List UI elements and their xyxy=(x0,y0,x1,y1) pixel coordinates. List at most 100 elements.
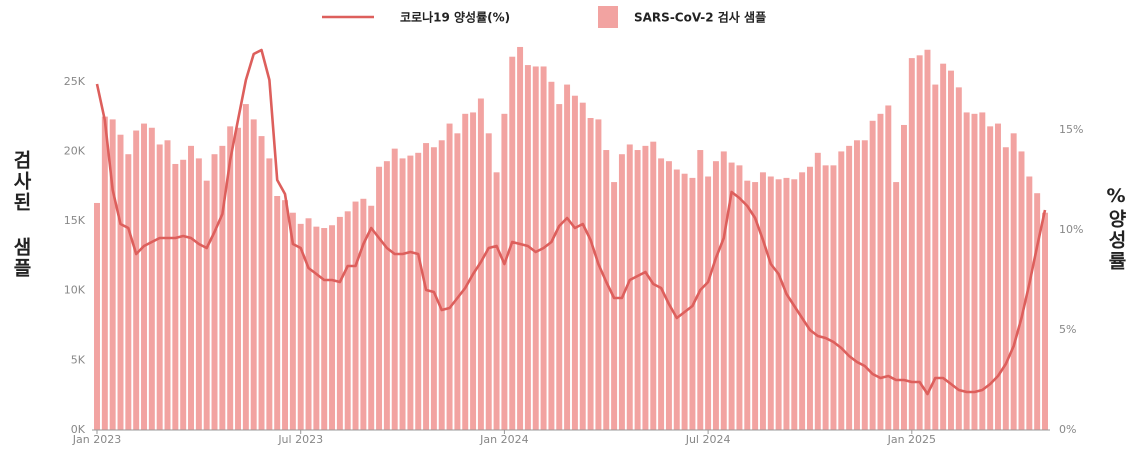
y-tick-label: 15K xyxy=(64,214,86,227)
bar xyxy=(720,151,727,430)
bar xyxy=(814,152,821,431)
bar xyxy=(156,144,163,430)
bar xyxy=(282,200,289,430)
y-tick-label: 5K xyxy=(71,353,86,366)
y2-axis-title: %양성률 xyxy=(1105,185,1127,272)
bar xyxy=(329,225,336,430)
bar xyxy=(501,113,508,431)
bar xyxy=(289,212,296,430)
bar xyxy=(971,113,978,431)
line xyxy=(95,48,1047,396)
bar xyxy=(626,144,633,430)
x-tick-label: Jan 2024 xyxy=(479,433,528,446)
bar xyxy=(846,145,853,430)
bar xyxy=(164,140,171,431)
bar xyxy=(1002,147,1009,430)
bar xyxy=(759,172,766,431)
bar xyxy=(579,102,586,430)
bar xyxy=(822,165,829,430)
bar xyxy=(336,216,343,430)
bar xyxy=(595,119,602,431)
bar xyxy=(517,46,524,430)
bar xyxy=(352,201,359,430)
bar xyxy=(266,158,273,430)
bar xyxy=(571,95,578,430)
bar xyxy=(250,119,257,431)
bar xyxy=(877,113,884,431)
bar xyxy=(940,63,947,431)
bar xyxy=(736,165,743,430)
bar xyxy=(446,123,453,431)
bar xyxy=(548,81,555,431)
y2-tick-label: 0% xyxy=(1059,423,1076,436)
bar xyxy=(556,104,563,431)
bar xyxy=(799,172,806,431)
bar xyxy=(532,66,539,430)
bar xyxy=(634,150,641,431)
bar xyxy=(141,123,147,431)
bar xyxy=(94,202,100,430)
bar xyxy=(180,159,187,431)
bar xyxy=(705,176,712,430)
bar xyxy=(752,182,759,430)
bar xyxy=(195,158,202,430)
bar xyxy=(712,161,719,430)
bar xyxy=(117,134,124,430)
bar xyxy=(995,123,1001,431)
bar xyxy=(916,55,923,430)
bar xyxy=(227,126,234,430)
bar xyxy=(274,196,281,430)
bar xyxy=(658,158,665,430)
bar xyxy=(305,218,312,430)
x-tick-label: Jan 2025 xyxy=(887,433,936,446)
bar xyxy=(462,113,469,431)
y-tick-label: 10K xyxy=(64,284,86,297)
bar xyxy=(673,169,680,431)
bar xyxy=(415,152,422,431)
bar xyxy=(376,166,383,430)
bar xyxy=(211,154,218,430)
bar xyxy=(611,182,618,430)
bar xyxy=(838,151,845,430)
legend-label: 코로나19 양성률(%) xyxy=(400,10,510,25)
bar xyxy=(806,166,813,430)
bar xyxy=(188,145,194,430)
bar xyxy=(767,176,774,430)
y-axis-title: 검사된 샘플 xyxy=(10,150,32,279)
y-tick-label: 20K xyxy=(64,144,86,157)
legend-label: SARS-CoV-2 검사 샘플 xyxy=(634,10,766,25)
bar xyxy=(665,161,672,430)
bar xyxy=(297,223,304,430)
bar xyxy=(1018,151,1025,430)
bar xyxy=(391,148,398,430)
bar xyxy=(360,198,367,430)
bar xyxy=(1010,133,1017,431)
bar xyxy=(893,182,900,430)
bar xyxy=(235,127,242,430)
legend-swatch xyxy=(598,6,618,28)
bar xyxy=(258,136,265,430)
bar xyxy=(853,140,860,431)
bar xyxy=(203,180,210,430)
bar xyxy=(125,154,132,430)
bar xyxy=(900,124,907,430)
bar xyxy=(399,158,406,430)
y2-tick-label: 15% xyxy=(1059,123,1083,136)
bar xyxy=(133,130,140,431)
bar xyxy=(564,84,571,431)
y-tick-label: 25K xyxy=(64,75,86,88)
bar xyxy=(744,180,751,430)
bar xyxy=(681,173,688,430)
bar xyxy=(955,87,962,430)
bar xyxy=(979,112,986,430)
bar xyxy=(830,165,837,430)
bar xyxy=(932,84,939,431)
bar xyxy=(1034,193,1041,430)
bar xyxy=(603,150,610,431)
bar xyxy=(1042,212,1048,430)
bar xyxy=(148,127,155,430)
x-tick-label: Jan 2023 xyxy=(72,433,121,446)
bar xyxy=(172,163,179,430)
